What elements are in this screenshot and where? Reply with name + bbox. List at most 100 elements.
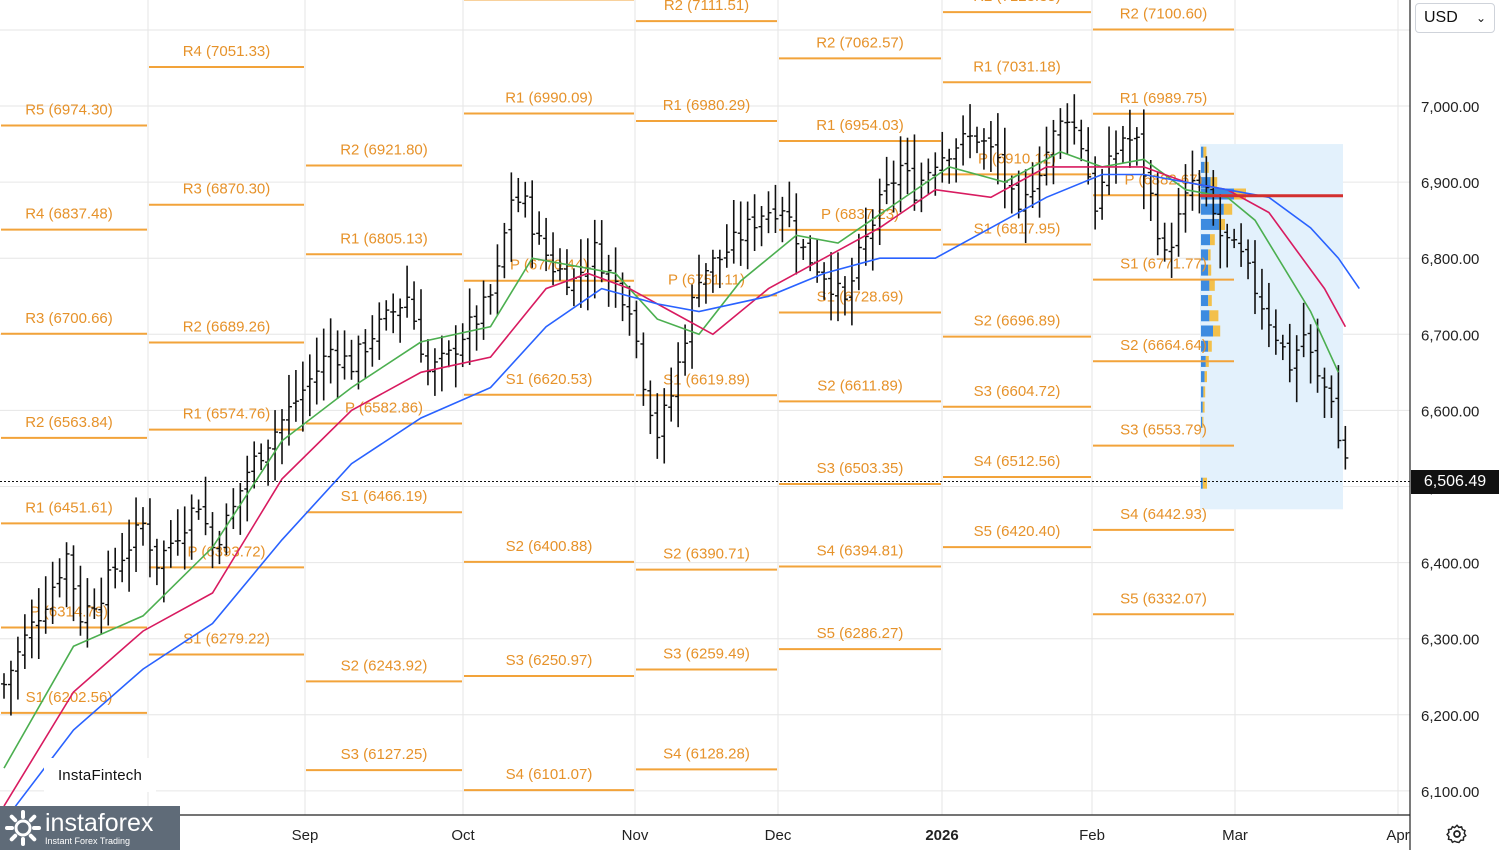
ohlc-bar xyxy=(765,191,772,234)
pivot-level-label: R2 (7062.57) xyxy=(816,34,904,51)
ohlc-bar xyxy=(1314,318,1321,393)
ohlc-bar xyxy=(452,325,459,388)
volume-profile-bar-sell xyxy=(1209,279,1215,291)
ohlc-bar xyxy=(258,443,265,471)
ohlc-bar xyxy=(418,289,424,363)
price-axis-tick-label: 6,200.00 xyxy=(1421,708,1479,725)
ohlc-bar xyxy=(1064,103,1071,155)
moving-average-line xyxy=(3,150,1340,769)
brand-tagline: Instant Forex Trading xyxy=(45,836,131,846)
ohlc-bar xyxy=(1272,309,1279,355)
ohlc-bar xyxy=(911,134,918,211)
volume-profile-bar-buy xyxy=(1201,401,1203,413)
time-axis-tick-label: Feb xyxy=(1079,827,1105,844)
ohlc-bar xyxy=(112,547,119,589)
volume-profile-bar-buy xyxy=(1201,249,1209,261)
ohlc-bar xyxy=(1071,94,1078,145)
ohlc-bar xyxy=(431,348,438,396)
pivot-level-label: S3 (6127.25) xyxy=(341,746,428,763)
pivot-level-label: R2 (6921.80) xyxy=(340,142,428,159)
price-axis-tick-label: 6,800.00 xyxy=(1421,251,1479,268)
ohlc-bar xyxy=(793,193,800,275)
ohlc-bar xyxy=(668,367,675,422)
time-axis-tick-label: 2026 xyxy=(925,827,958,844)
ohlc-bar xyxy=(696,254,702,308)
ohlc-bar xyxy=(1168,222,1175,278)
ohlc-bar xyxy=(1286,323,1293,383)
ohlc-bar xyxy=(932,152,939,196)
pivot-level-label: P (6910.12) xyxy=(978,150,1056,167)
ohlc-bar xyxy=(91,588,98,619)
volume-profile-bar-buy xyxy=(1201,279,1210,291)
pivot-level-label: S5 (6420.40) xyxy=(974,523,1061,540)
ohlc-bar xyxy=(737,201,744,266)
ohlc-bar xyxy=(1001,127,1008,209)
ohlc-bar xyxy=(550,232,557,286)
ohlc-bar xyxy=(56,558,63,598)
ohlc-bar xyxy=(397,298,404,343)
pivot-level-label: R1 (6805.13) xyxy=(340,230,428,247)
volume-profile-bar-buy xyxy=(1201,203,1224,215)
ohlc-bar xyxy=(438,335,445,392)
ohlc-bar xyxy=(292,369,299,422)
pivot-level-label: S1 (6279.22) xyxy=(183,631,270,648)
volume-profile-bar-buy xyxy=(1201,310,1210,322)
pivot-level-label: R1 (6980.29) xyxy=(663,97,751,114)
ohlc-bar xyxy=(348,339,355,380)
ohlc-bar xyxy=(251,441,258,489)
ohlc-bar xyxy=(1057,108,1064,160)
pivot-level-label: R2 (7123.35) xyxy=(973,0,1061,5)
ohlc-bar xyxy=(466,288,473,365)
pivot-levels: R5 (6974.30) R4 (6837.48) R3 (6700.66) R2 (… xyxy=(1,0,1234,792)
ohlc-bar xyxy=(140,507,146,546)
price-axis-tick-label: 6,700.00 xyxy=(1421,327,1479,344)
pivot-level-label: S1 (6619.89) xyxy=(663,371,750,388)
ohlc-bar xyxy=(285,374,292,446)
ohlc-bar xyxy=(160,540,167,603)
ohlc-bar xyxy=(459,323,466,368)
ohlc-bar xyxy=(369,315,376,367)
ohlc-bar xyxy=(557,248,563,281)
ohlc-bar xyxy=(522,181,529,218)
ohlc-bar xyxy=(133,497,140,573)
ohlc-bar xyxy=(1279,334,1286,361)
pivot-level-label: S3 (6250.97) xyxy=(506,652,593,669)
pivot-level-label: S1 (6620.53) xyxy=(506,371,593,388)
pivot-level-label: R5 (6974.30) xyxy=(25,102,113,119)
ohlc-bar xyxy=(174,509,181,556)
pivot-level-label: S1 (6202.56) xyxy=(26,689,113,706)
ohlc-bar xyxy=(821,262,828,300)
volume-profile-bar-sell xyxy=(1208,295,1212,307)
ohlc-bar xyxy=(598,220,605,283)
ohlc-bar xyxy=(299,361,306,432)
chart-settings-button[interactable] xyxy=(1442,820,1472,848)
volume-profile-bar-sell xyxy=(1209,310,1219,322)
ohlc-bar xyxy=(153,538,160,586)
ohlc-bar xyxy=(1092,156,1099,230)
ohlc-bar xyxy=(279,409,285,465)
ohlc-bar xyxy=(654,393,661,459)
ohlc-bar xyxy=(723,224,730,268)
ohlc-bar xyxy=(313,337,320,405)
time-axis-tick-label: Oct xyxy=(451,827,475,844)
ohlc-bar xyxy=(612,247,619,308)
brand-name: instaforex xyxy=(45,809,154,837)
pivot-level-label: R1 (6574.76) xyxy=(183,406,271,423)
ohlc-bar xyxy=(772,184,779,234)
ohlc-bar xyxy=(1113,130,1119,184)
pivot-level-label: R1 (6954.03) xyxy=(816,117,904,134)
volume-profile-bar-sell xyxy=(1213,325,1221,337)
ohlc-bar xyxy=(1078,119,1085,162)
ohlc-bar xyxy=(355,335,362,390)
ohlc-bar xyxy=(862,207,869,266)
volume-profile-bar-sell xyxy=(1202,401,1205,413)
ohlc-bar xyxy=(689,284,696,369)
volume-profile-bar-buy xyxy=(1201,325,1213,337)
ohlc-bar xyxy=(1335,365,1342,449)
ohlc-bar xyxy=(49,561,56,625)
currency-select[interactable]: USD ⌄ xyxy=(1415,3,1495,33)
ohlc-bar xyxy=(1029,162,1036,208)
ohlc-bar xyxy=(334,330,341,399)
ohlc-bar xyxy=(126,519,133,592)
